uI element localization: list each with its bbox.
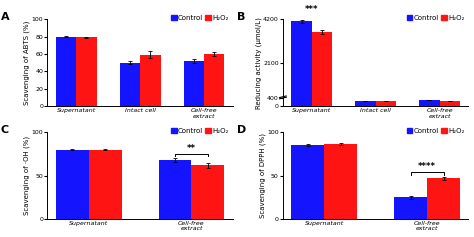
Bar <box>439 101 460 106</box>
Legend: Control, H₂O₂: Control, H₂O₂ <box>406 127 465 134</box>
Legend: Control, H₂O₂: Control, H₂O₂ <box>170 14 229 21</box>
Bar <box>312 32 332 106</box>
Bar <box>56 36 76 106</box>
Text: B: B <box>237 12 245 22</box>
Bar <box>419 100 439 106</box>
Bar <box>76 37 97 106</box>
Text: A: A <box>1 12 9 22</box>
Bar <box>355 101 376 106</box>
Legend: Control, H₂O₂: Control, H₂O₂ <box>170 127 229 134</box>
Bar <box>140 55 161 106</box>
Text: D: D <box>237 125 246 135</box>
Y-axis label: Scavenging of DPPH (%): Scavenging of DPPH (%) <box>259 133 266 218</box>
Text: C: C <box>1 125 9 135</box>
Y-axis label: Scavenging of ABTS (%): Scavenging of ABTS (%) <box>24 21 30 105</box>
Bar <box>89 150 121 219</box>
Bar <box>191 165 224 219</box>
Bar <box>183 61 204 106</box>
Y-axis label: Reducing activity (μmol/L): Reducing activity (μmol/L) <box>255 17 262 109</box>
Bar <box>292 145 324 219</box>
Bar <box>292 21 312 106</box>
Bar <box>56 150 89 219</box>
Text: ***: *** <box>305 5 319 14</box>
Bar <box>119 63 140 106</box>
Legend: Control, H₂O₂: Control, H₂O₂ <box>406 14 465 21</box>
Bar <box>394 197 427 219</box>
Text: ****: **** <box>418 162 436 171</box>
Bar <box>324 144 357 219</box>
Text: **: ** <box>187 144 196 153</box>
Bar <box>204 54 224 106</box>
Bar <box>427 178 460 219</box>
Y-axis label: Scavenging of ·OH (%): Scavenging of ·OH (%) <box>24 136 30 215</box>
Bar <box>159 160 191 219</box>
Bar <box>376 101 396 106</box>
